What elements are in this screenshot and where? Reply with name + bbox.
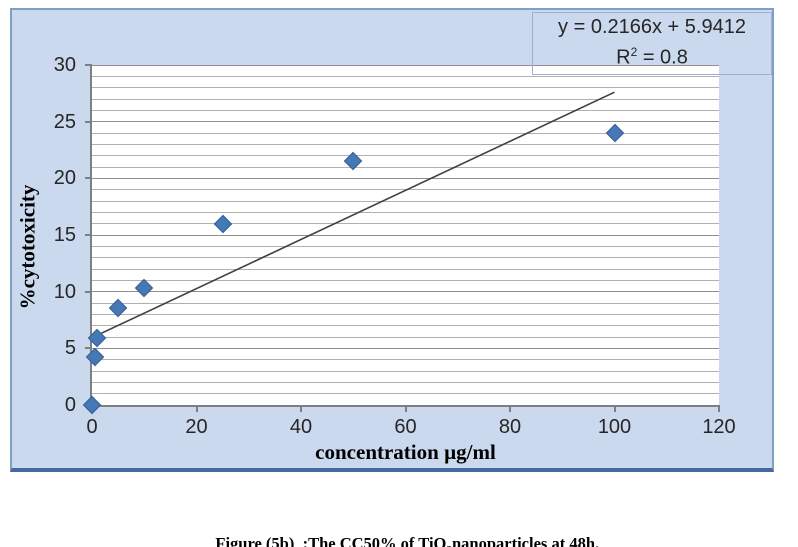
y-gridline	[92, 98, 719, 100]
y-tick-label: 15	[53, 224, 76, 246]
y-gridline	[92, 87, 719, 89]
y-gridline	[92, 143, 719, 145]
y-gridline	[92, 223, 719, 225]
y-gridline	[92, 381, 719, 383]
y-tick-label: 20	[53, 167, 76, 190]
y-gridline	[92, 245, 719, 247]
y-gridline	[92, 109, 719, 111]
y-gridline	[92, 200, 719, 202]
y-gridline	[92, 121, 719, 123]
y-axis-title: %cytotoxicity	[15, 184, 40, 310]
caption-subscript: 2	[446, 544, 452, 547]
y-tick-mark	[85, 234, 92, 236]
x-tick-label: 60	[394, 416, 417, 438]
y-gridline	[92, 132, 719, 134]
y-tick-mark	[85, 120, 92, 123]
y-gridline	[92, 291, 719, 293]
y-gridline	[92, 257, 719, 259]
y-gridline	[92, 75, 719, 77]
y-gridline	[92, 347, 719, 349]
x-tick-label: 120	[702, 416, 736, 438]
r-squared-sup: 2	[630, 45, 638, 59]
r-squared-base: R	[616, 46, 631, 69]
y-gridline	[92, 166, 719, 168]
y-gridline	[92, 268, 719, 270]
y-tick-mark	[85, 64, 92, 66]
trendline-equation: y = 0.2166x + 5.9412	[558, 16, 746, 38]
x-tick-label: 20	[185, 416, 208, 438]
y-gridline	[92, 302, 719, 304]
y-tick-mark	[85, 347, 92, 350]
x-tick-label: 100	[597, 416, 632, 438]
r-squared-label: R2 = 0.8	[537, 40, 767, 71]
y-tick-label: 25	[53, 110, 76, 133]
caption-suffix: nanoparticles at 48h.	[451, 534, 600, 547]
y-gridline	[92, 64, 719, 66]
y-gridline	[92, 325, 719, 327]
y-tick-label: 0	[64, 394, 76, 416]
x-tick-mark	[509, 405, 511, 412]
y-gridline	[92, 211, 719, 213]
y-gridline	[92, 313, 719, 315]
x-tick-label: 80	[498, 416, 522, 438]
x-tick-mark	[613, 405, 616, 412]
y-tick-label: 5	[64, 337, 76, 360]
trendline-equation-box: y = 0.2166x + 5.9412 R2 = 0.8	[532, 12, 772, 75]
y-gridline	[92, 359, 719, 361]
y-gridline	[92, 370, 719, 372]
y-tick-label: 30	[53, 54, 76, 76]
x-tick-label: 40	[289, 416, 313, 438]
x-tick-mark	[718, 405, 720, 412]
y-tick-mark	[85, 177, 92, 180]
caption-prefix: Figure (5b) :The CC50% of TiO	[215, 534, 447, 547]
x-tick-mark	[300, 405, 302, 412]
y-gridline	[92, 155, 719, 157]
plot-area	[90, 65, 719, 407]
x-tick-mark	[195, 405, 198, 412]
y-gridline	[92, 189, 719, 191]
figure-caption: Figure (5b) :The CC50% of TiO2nanopartic…	[0, 514, 798, 547]
scatter-chart: y = 0.2166x + 5.9412 R2 = 0.8 0 5 10 15 20 25…	[10, 8, 774, 472]
y-gridline	[92, 279, 719, 281]
y-gridline	[92, 234, 719, 236]
y-tick-mark	[85, 290, 92, 293]
y-gridline	[92, 177, 719, 179]
x-axis-title: concentration µg/ml	[315, 440, 496, 464]
y-tick-label: 10	[53, 280, 76, 303]
y-gridline	[92, 336, 719, 338]
y-gridline	[92, 393, 719, 395]
x-tick-label: 0	[86, 416, 98, 438]
r-squared-value: = 0.8	[637, 46, 688, 69]
x-tick-mark	[404, 405, 407, 412]
